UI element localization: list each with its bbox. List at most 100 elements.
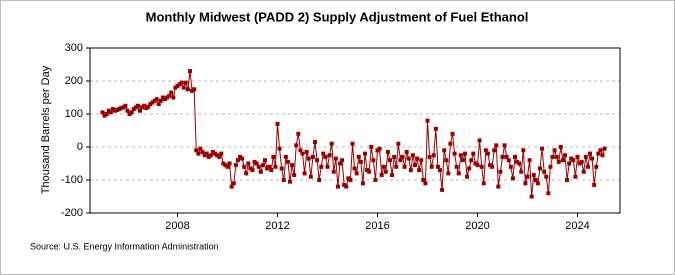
data-point: [506, 158, 511, 163]
data-point: [463, 151, 467, 156]
data-point: [333, 156, 338, 161]
data-point: [479, 164, 484, 169]
data-point: [273, 164, 278, 169]
data-point: [394, 164, 399, 169]
data-point: [283, 154, 288, 159]
data-point: [540, 146, 545, 151]
data-point: [108, 110, 113, 115]
data-point: [360, 181, 365, 186]
data-point: [298, 148, 303, 153]
data-point: [446, 171, 451, 176]
data-point: [513, 154, 517, 159]
data-point: [265, 166, 270, 171]
data-point: [202, 153, 207, 158]
data-point: [200, 149, 205, 154]
data-point: [581, 169, 586, 174]
data-point: [510, 176, 515, 181]
x-tick-label: 2012: [265, 220, 289, 232]
data-point: [323, 154, 328, 159]
data-point: [188, 69, 192, 74]
data-point: [467, 166, 472, 171]
data-point: [458, 153, 463, 158]
data-point: [225, 164, 230, 169]
data-point: [515, 159, 520, 164]
x-tick-label: 2024: [565, 220, 589, 232]
data-point: [138, 108, 142, 113]
data-point: [256, 164, 261, 169]
data-point: [602, 146, 607, 151]
data-point: [419, 158, 424, 163]
data-point: [269, 168, 274, 173]
data-point: [267, 164, 272, 169]
y-tick-label: -200: [61, 207, 83, 219]
data-point: [444, 158, 449, 163]
data-point: [481, 181, 486, 186]
data-point: [250, 168, 255, 173]
data-point: [260, 163, 265, 168]
data-point: [327, 153, 332, 158]
data-point: [452, 151, 457, 156]
data-point: [392, 154, 397, 159]
x-tick-label: 2016: [365, 220, 389, 232]
data-point: [238, 154, 242, 159]
data-point: [144, 106, 149, 111]
data-point: [113, 108, 117, 113]
data-point: [573, 174, 578, 179]
data-point: [598, 148, 603, 153]
data-point: [292, 173, 297, 178]
y-tick-label: 300: [65, 42, 83, 54]
data-point: [363, 151, 367, 156]
data-point: [315, 158, 320, 163]
data-point: [252, 159, 257, 164]
data-point: [460, 158, 465, 163]
data-point: [302, 171, 307, 176]
data-point: [206, 154, 211, 159]
data-point: [433, 126, 438, 131]
data-point: [379, 173, 384, 178]
data-point: [535, 181, 540, 186]
data-point: [563, 153, 567, 158]
data-point: [519, 169, 524, 174]
data-point: [577, 161, 582, 166]
data-point: [219, 151, 224, 156]
data-point: [575, 154, 580, 159]
data-point: [440, 187, 445, 192]
data-point: [565, 178, 570, 182]
data-point: [133, 105, 138, 110]
data-point: [533, 178, 538, 182]
data-point: [313, 140, 317, 145]
data-point: [542, 169, 547, 174]
data-point: [235, 158, 240, 163]
data-point: [438, 168, 442, 173]
y-axis-label: Thousand Barrels per Day: [40, 65, 52, 194]
data-point: [104, 112, 109, 116]
data-point: [546, 191, 551, 196]
data-point: [552, 148, 557, 153]
data-point: [304, 149, 309, 154]
data-point: [571, 158, 576, 163]
data-point: [340, 158, 345, 163]
data-point: [310, 154, 315, 159]
data-point: [160, 95, 165, 100]
data-point: [450, 131, 455, 136]
data-point: [498, 169, 503, 174]
data-point: [596, 151, 601, 156]
data-point: [569, 156, 574, 161]
data-point: [338, 161, 342, 166]
data-point: [165, 95, 170, 100]
data-point: [502, 143, 507, 148]
data-point: [406, 156, 411, 161]
data-point: [275, 121, 280, 126]
data-point: [125, 108, 130, 113]
y-tick-label: -100: [61, 174, 83, 186]
data-point: [527, 158, 532, 163]
data-point: [483, 148, 488, 153]
data-point: [106, 108, 111, 113]
data-point: [279, 166, 284, 171]
data-point: [177, 82, 182, 87]
data-point: [529, 194, 534, 199]
data-point: [538, 166, 542, 171]
data-point: [373, 178, 378, 182]
data-point: [119, 106, 124, 111]
data-point: [490, 164, 495, 169]
